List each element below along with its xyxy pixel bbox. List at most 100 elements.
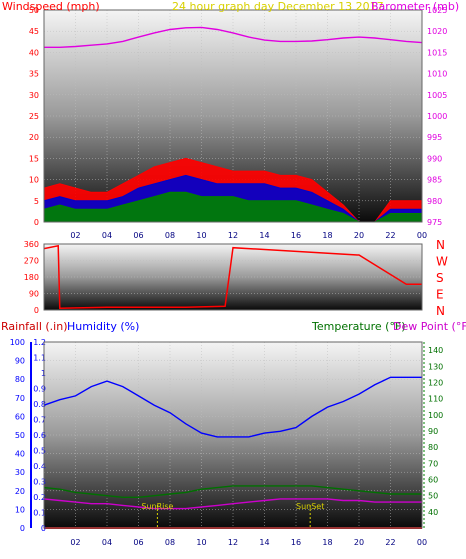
humidity-tick-label: 0 [20,524,25,533]
humidity-temperature-panel: 0 0.1 0.2 0.3 0.4 0.5 0.6 0.7 0.8 0.9 1 1.1 1.2 0 10 2… [1,320,466,547]
compass-label: N [436,238,445,252]
rainfall-tick-label: 0.5 [33,447,46,456]
rainfall-tick-label: 1.2 [33,338,46,347]
windspeed-x-tick-label: 14 [259,231,269,240]
windspeed-x-tick-label: 18 [322,231,332,240]
humidity-tick-label: 20 [15,487,25,496]
series-temperature-f [43,485,422,498]
windspeed-tick-label: 35 [29,70,39,79]
windspeed-tick-label: 25 [29,112,39,121]
windspeed-tick-label: 0 [34,218,39,227]
temperature-tick-label: 80 [428,443,438,452]
sun-markers: SunRise SunSet [141,502,324,528]
series-humidity [43,376,422,438]
barometer-axis-title: Barometer (mb) [371,0,459,13]
rainfall-tick-label: 0.2 [33,493,46,502]
rainfall-tick-label: 0.3 [33,478,46,487]
rainfall-tick-label: 0.7 [33,416,46,425]
rainfall-tick-label: 0.6 [33,431,46,440]
humidity-x-ticks: 02 04 06 08 10 12 14 16 18 20 22 00 [70,538,427,547]
barometer-tick-label: 985 [427,176,442,185]
compass-label: E [436,288,444,302]
wind-direction-y-ticks: 0 90 180 270 360 [24,240,39,315]
temperature-tick-label: 50 [428,492,438,501]
rainfall-tick-label: 0 [41,524,46,533]
dew-point-axis-title: Dew Point (°F) [393,320,466,333]
windspeed-x-tick-label: 00 [417,231,427,240]
humidity-x-tick-label: 10 [196,538,206,547]
barometer-tick-label: 990 [427,154,442,163]
wind-direction-tick-label: 360 [24,240,39,249]
barometer-tick-label: 1005 [427,91,447,100]
barometer-tick-label: 980 [427,197,442,206]
compass-label: W [436,255,448,269]
windspeed-x-tick-label: 02 [70,231,80,240]
humidity-x-tick-label: 06 [133,538,143,547]
windspeed-y-ticks: 0 5 10 15 20 25 30 35 40 45 50 [29,6,39,227]
barometer-tick-label: 995 [427,133,442,142]
temperature-y-ticks: 40 50 60 70 80 90 100 110 120 130 140 [423,342,443,528]
barometer-tick-label: 1020 [427,27,447,36]
windspeed-x-tick-label: 12 [228,231,238,240]
barometer-tick-label: 1025 [427,6,447,15]
humidity-y-ticks: 0 10 20 30 40 50 60 70 80 90 100 [10,338,25,533]
wind-series-wind-lull [43,191,423,223]
compass-label: N [436,304,445,318]
rainfall-tick-label: 0.4 [33,462,46,471]
rainfall-tick-label: 0.9 [33,385,46,394]
barometer-line [44,26,423,48]
windspeed-axis-title: Windspeed (mph) [2,0,100,13]
windspeed-x-tick-label: 16 [291,231,301,240]
humidity-x-tick-label: 12 [228,538,238,547]
rainfall-tick-label: 0.8 [33,400,46,409]
barometer-tick-label: 1000 [427,112,447,121]
windspeed-tick-label: 5 [34,197,39,206]
humidity-x-tick-label: 22 [385,538,395,547]
humidity-x-tick-label: 16 [291,538,301,547]
sunset-label: SunSet [296,502,324,511]
wind-direction-line [43,244,422,309]
windspeed-tick-label: 15 [29,154,39,163]
windspeed-tick-label: 30 [29,91,39,100]
humidity-x-tick-label: 02 [70,538,80,547]
humidity-plot-frame [43,341,423,529]
rainfall-tick-label: 1.1 [33,354,46,363]
wind-direction-plot-frame [43,243,423,311]
temperature-tick-label: 40 [428,508,438,517]
temperature-tick-label: 120 [428,378,443,387]
windspeed-x-tick-label: 08 [165,231,175,240]
barometer-tick-label: 1015 [427,48,447,57]
humidity-tick-label: 60 [15,412,25,421]
rainfall-tick-label: 0.1 [33,509,46,518]
windspeed-x-tick-label: 22 [385,231,395,240]
rainfall-tick-label: 1 [41,369,46,378]
wind-direction-tick-label: 90 [29,290,39,299]
humidity-tick-label: 40 [15,450,25,459]
humidity-tick-label: 70 [15,394,25,403]
temperature-axis-title: Temperature (°F) [311,320,406,333]
humidity-tick-label: 10 [15,505,25,514]
wind-direction-tick-label: 0 [34,306,39,315]
graph-date-title: 24 hour graph day December 13 2017 [172,0,384,13]
wind-direction-tick-label: 180 [24,273,39,282]
temperature-tick-label: 140 [428,346,443,355]
rainfall-y-ticks: 0 0.1 0.2 0.3 0.4 0.5 0.6 0.7 0.8 0.9 1 1.1 1.2 [30,338,46,533]
humidity-tick-label: 30 [15,468,25,477]
rainfall-axis-title: Rainfall (.in) [1,320,68,333]
barometer-tick-label: 975 [427,218,442,227]
sunrise-label: SunRise [141,502,173,511]
compass-label: S [436,271,444,285]
barometer-tick-label: 1010 [427,70,447,79]
humidity-x-tick-label: 04 [102,538,112,547]
windspeed-tick-label: 45 [29,27,39,36]
windspeed-x-tick-label: 04 [102,231,112,240]
humidity-axis-title: Humidity (%) [67,320,139,333]
windspeed-plot-frame [43,9,423,223]
windspeed-series [43,26,423,223]
windspeed-x-ticks: 02 04 06 08 10 12 14 16 18 20 22 00 [70,231,427,240]
temperature-tick-label: 100 [428,411,443,420]
